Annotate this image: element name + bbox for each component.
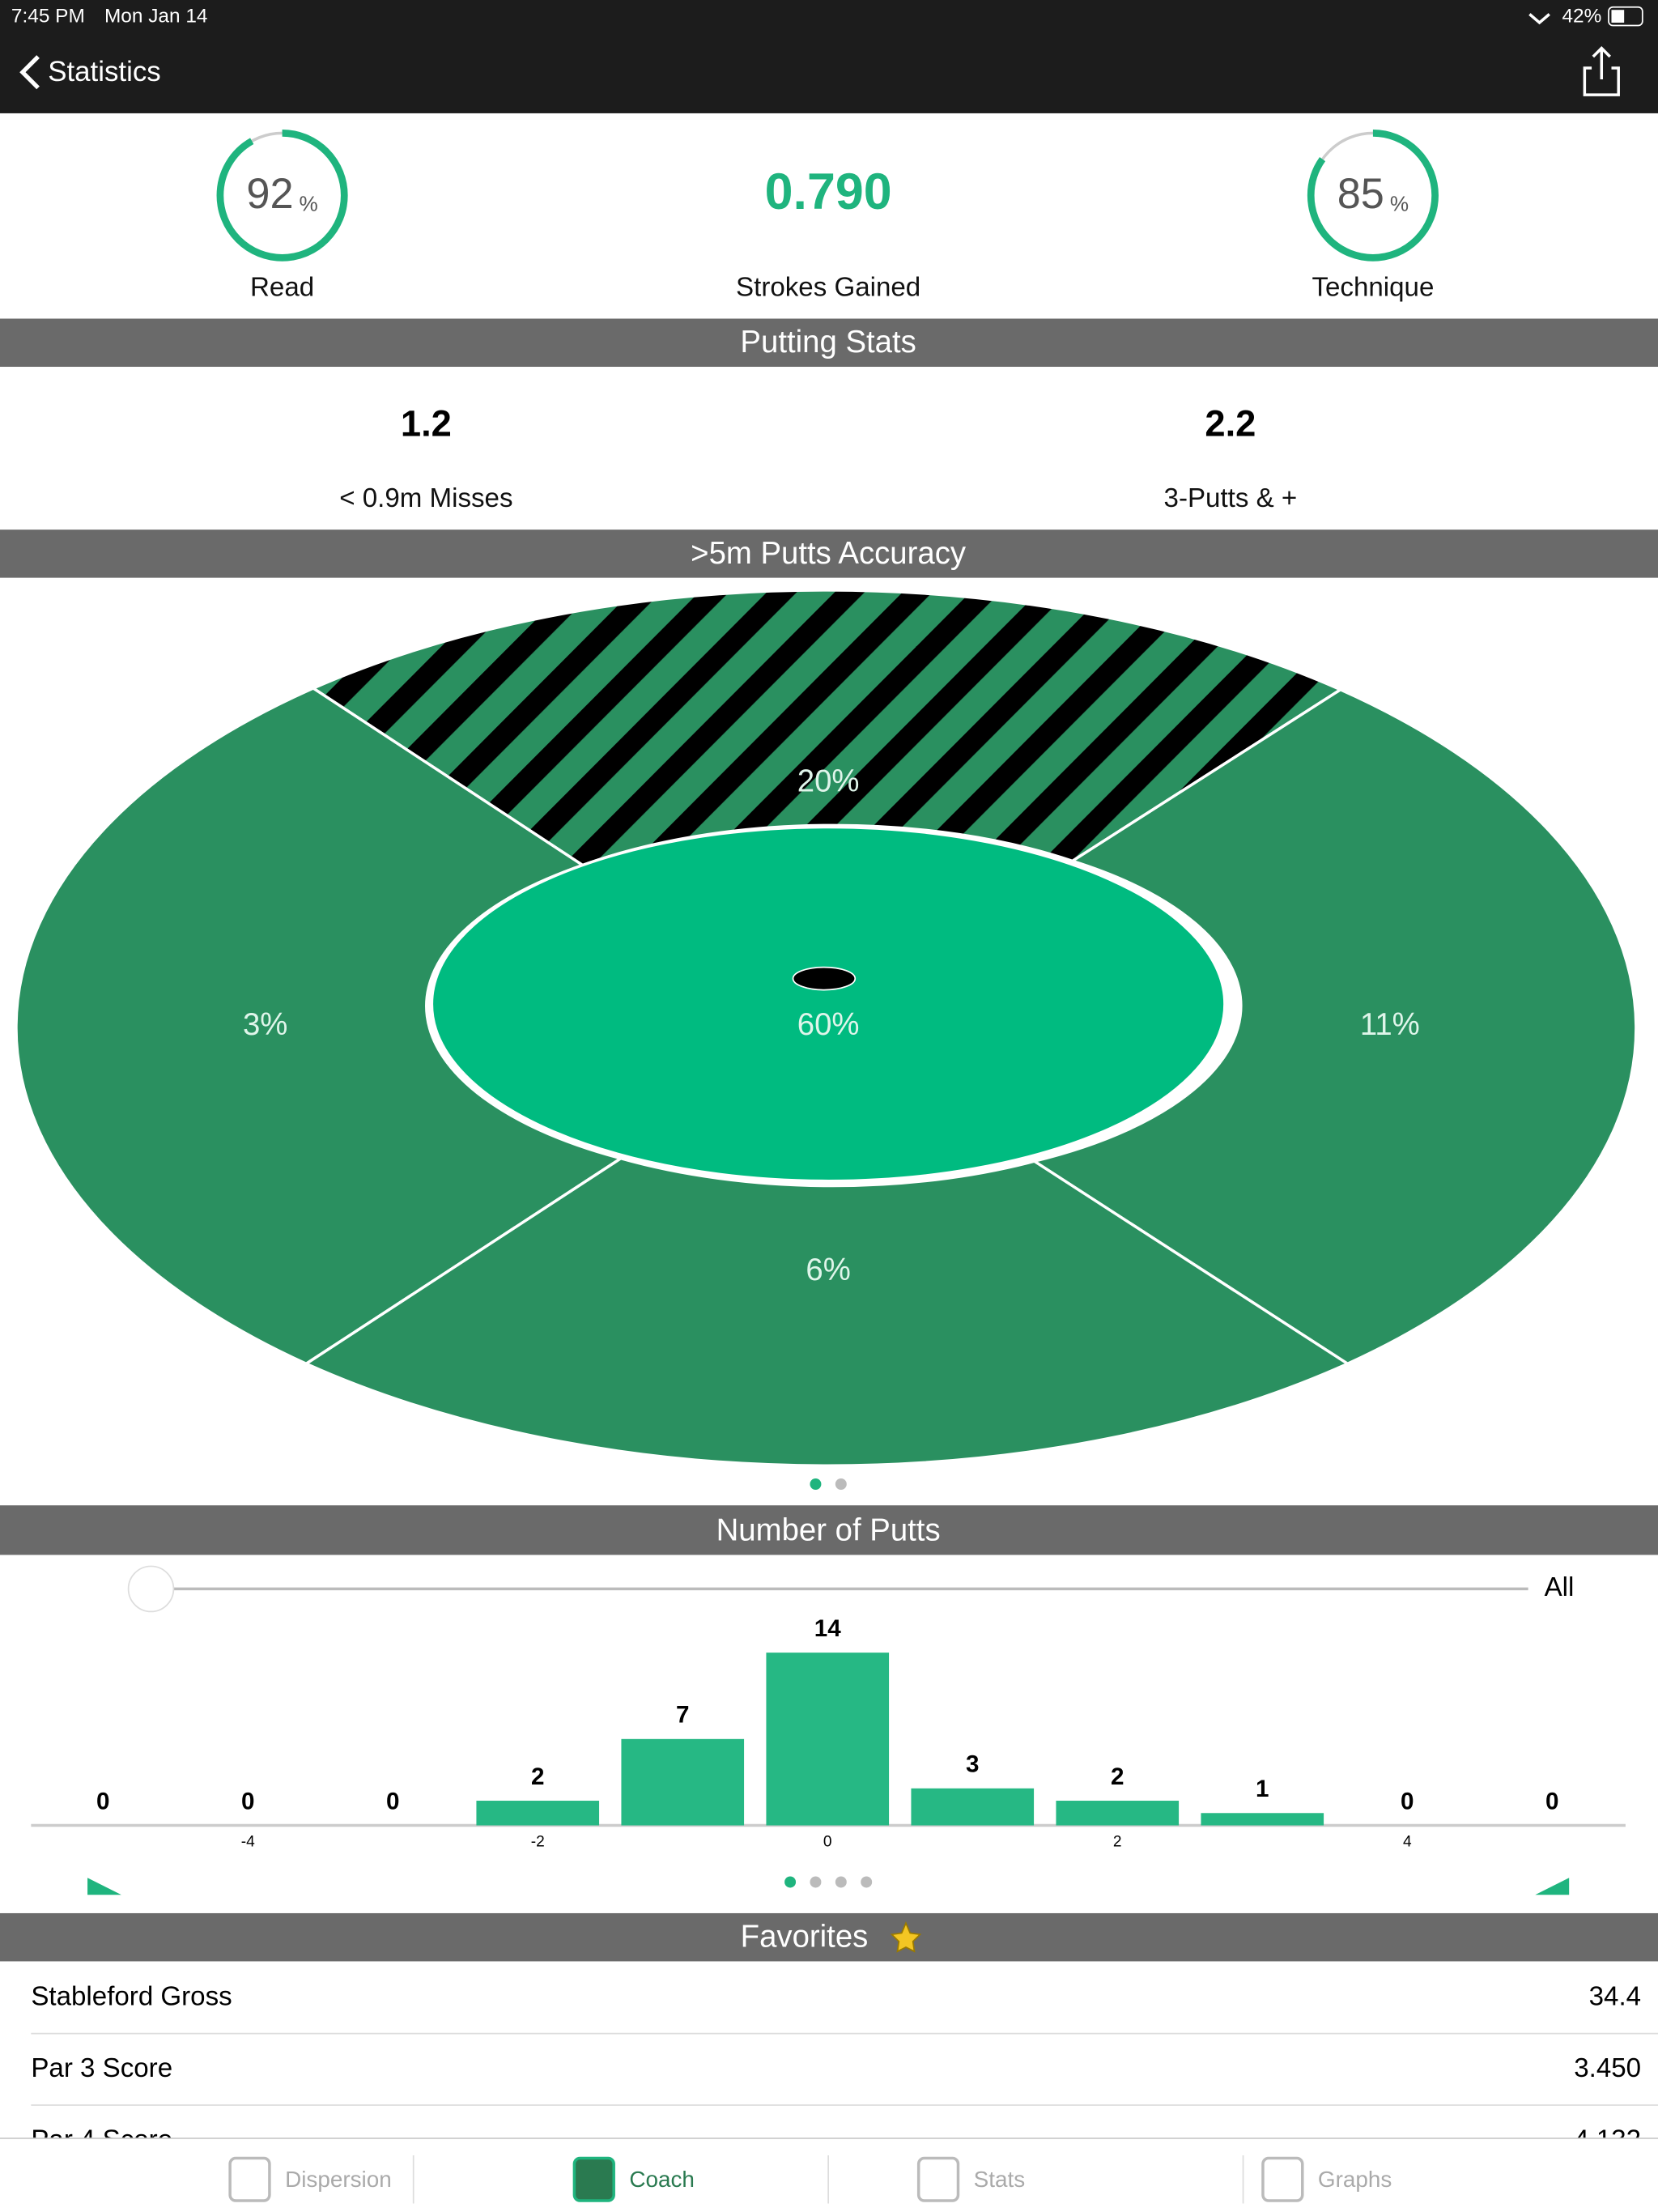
battery-fill [1611,10,1625,23]
tab-label[interactable]: Coach [629,2167,695,2192]
bar-value: 2 [531,1763,544,1790]
bar-value: 0 [1401,1788,1414,1814]
zone-label: 6% [806,1253,850,1287]
tab-label[interactable]: Graphs [1318,2167,1392,2192]
page-dot[interactable] [810,1478,822,1490]
ring-label: Read [250,273,314,303]
bar-value: 2 [1111,1763,1124,1790]
stat-value: 2.2 [1205,402,1256,444]
bar-value: 0 [241,1788,254,1814]
zone [303,1156,1351,1467]
tab-icon[interactable] [1261,2156,1304,2202]
zone-label: 3% [243,1007,287,1042]
section-title: >5m Putts Accuracy [691,536,967,571]
zone [15,687,625,1366]
ring [1307,130,1439,262]
favorite-name: Par 3 Score [31,2053,172,2083]
zone [430,825,1226,1183]
tab-icon[interactable] [228,2156,271,2202]
x-tick-label: -2 [531,1834,545,1851]
section-bar [0,530,1658,578]
bar [1056,1801,1180,1826]
ring-label: Technique [1312,273,1434,303]
section-bar [0,318,1658,368]
favorite-value: 3.450 [1574,2053,1641,2083]
page-dot[interactable] [835,1478,847,1490]
bar [766,1653,890,1826]
back-icon[interactable] [19,55,40,90]
tabs: Dispersion Coach Stats Graphs [228,2155,1392,2204]
zone [1031,687,1638,1366]
scroll-left[interactable] [87,1878,121,1895]
ring-unit: % [1390,192,1409,216]
page-dot[interactable] [835,1876,847,1888]
tab-icon[interactable] [916,2156,960,2202]
tab-icon[interactable] [572,2156,615,2202]
bar [911,1788,1035,1826]
page-dot[interactable] [861,1876,873,1888]
wifi-icon [1528,13,1550,25]
bar-value: 1 [1256,1776,1269,1802]
time: 7:45 PM [11,5,85,27]
date: Mon Jan 14 [104,5,207,27]
stat-label: < 0.9m Misses [339,483,512,513]
tab-label[interactable]: Dispersion [285,2167,392,2192]
stat-label: 3-Putts & + [1164,483,1298,513]
bar-value: 7 [676,1702,689,1729]
scroll-right[interactable] [1535,1878,1570,1895]
header [0,0,1658,113]
battery-level: 42% [1562,5,1601,27]
favorite-name: Stableford Gross [31,1982,232,2012]
accuracy-chart: 20% 3% 11% 6% 60% [15,589,1638,1467]
section-title: Number of Putts [716,1513,941,1548]
page-dots [784,1876,873,1888]
section-bar [0,1505,1658,1555]
battery-icon [1608,6,1643,27]
section-title: Putting Stats [740,325,916,359]
ring-unit: % [300,192,318,216]
x-tick-label: 0 [823,1834,832,1851]
section-bar [0,1912,1658,1962]
bar [621,1738,745,1826]
bar-value: 0 [96,1788,109,1814]
favorite-value: 34.4 [1589,1982,1641,2012]
share-button[interactable] [1583,45,1620,96]
x-tick-label: 4 [1403,1834,1412,1851]
zone-label: 20% [797,764,860,798]
bar-value: 14 [814,1615,841,1642]
summary: 0.790 Strokes Gained 92 % Read 85 % Technique [216,130,1439,303]
bar-value: 3 [966,1751,979,1778]
ring [216,130,348,262]
ring-value: 92 [246,171,293,218]
ring-value: 85 [1337,171,1384,218]
bar-value: 0 [386,1788,399,1814]
putts-chart: 0 0 -4 0 2 -2 7 14 0 3 2 2 1 0 4 0 [31,1615,1626,1851]
bar [476,1801,600,1826]
strokes-gained-label: Strokes Gained [736,273,920,303]
section-title: Favorites [741,1920,869,1955]
star-icon [890,1921,922,1953]
stat-value: 1.2 [401,402,452,444]
bar [1201,1813,1324,1826]
slider-label: All [1545,1572,1575,1602]
tab-label[interactable]: Stats [974,2167,1026,2192]
page-dot[interactable] [810,1876,822,1888]
slider-knob[interactable] [127,1565,175,1613]
bar-value: 0 [1545,1788,1558,1814]
strokes-gained-value: 0.790 [765,164,892,220]
x-tick-label: -4 [241,1834,255,1851]
x-tick-label: 2 [1113,1834,1122,1851]
hole [792,966,857,991]
zone-label: 60% [797,1007,860,1042]
back-button[interactable]: Statistics [48,56,160,87]
zone-label: 11% [1360,1007,1420,1042]
page-dot[interactable] [784,1876,797,1888]
